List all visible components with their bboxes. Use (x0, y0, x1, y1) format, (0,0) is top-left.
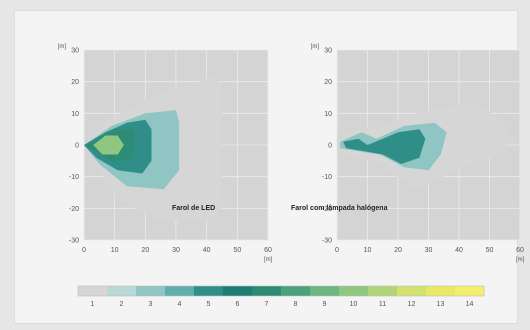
x-tick-label: 50 (486, 247, 494, 254)
colorbar-segment (310, 286, 340, 296)
colorbar-segment (165, 286, 195, 296)
y-tick-label: -10 (322, 174, 332, 181)
colorbar-tick-label: 6 (236, 301, 240, 308)
x-tick-label: 10 (111, 247, 119, 254)
x-tick-label: 0 (335, 247, 339, 254)
colorbar-tick-label: 9 (323, 301, 327, 308)
y-tick-label: 20 (324, 79, 332, 86)
y-tick-label: -10 (69, 174, 79, 181)
colorbar-segment (368, 286, 398, 296)
x-tick-label: 50 (233, 247, 241, 254)
colorbar-tick-label: 10 (350, 301, 358, 308)
x-tick-label: 10 (364, 247, 372, 254)
colorbar-segment (252, 286, 282, 296)
x-tick-label: 30 (425, 247, 433, 254)
x-tick-label: 40 (455, 247, 463, 254)
y-tick-label: 10 (324, 111, 332, 118)
y-tick-label: -20 (69, 206, 79, 213)
colorbar-tick-label: 8 (294, 301, 298, 308)
contour-level-10 (93, 135, 124, 155)
colorbar-tick-label: 7 (265, 301, 269, 308)
x-tick-label: 20 (141, 247, 149, 254)
contour-level-5 (343, 129, 426, 164)
y-tick-label: 0 (328, 143, 332, 150)
x-tick-label: 40 (203, 247, 211, 254)
y-tick-label: -20 (322, 206, 332, 213)
colorbar-tick-label: 14 (466, 301, 474, 308)
colorbar-frame (77, 285, 485, 297)
colorbar-segment (426, 286, 456, 296)
chart-title: Farol com lâmpada halógena (291, 205, 388, 212)
colorbar-tick-label: 12 (408, 301, 416, 308)
y-unit-label: [m] (311, 44, 320, 50)
y-tick-label: 10 (71, 111, 79, 118)
y-tick-label: 30 (71, 48, 79, 55)
y-tick-label: -30 (322, 238, 332, 245)
x-tick-label: 30 (172, 247, 180, 254)
chart-title: Farol de LED (172, 205, 215, 212)
colorbar-segment (194, 286, 224, 296)
y-tick-label: 20 (71, 79, 79, 86)
x-tick-label: 0 (82, 247, 86, 254)
colorbar-segment (78, 286, 108, 296)
colorbar-segment (136, 286, 166, 296)
colorbar-tick-label: 1 (91, 301, 95, 308)
colorbar-segment (223, 286, 253, 296)
colorbar-segment (339, 286, 369, 296)
colorbar-tick-label: 4 (178, 301, 182, 308)
x-tick-label: 60 (264, 247, 272, 254)
colorbar-tick-label: 13 (437, 301, 445, 308)
colorbar-segment (397, 286, 427, 296)
y-tick-label: 30 (324, 48, 332, 55)
colorbar-segment (455, 286, 485, 296)
y-tick-label: -30 (69, 238, 79, 245)
x-unit-label: [m] (516, 257, 525, 263)
colorbar-tick-label: 3 (149, 301, 153, 308)
colorbar-tick-label: 5 (207, 301, 211, 308)
y-unit-label: [m] (58, 44, 67, 50)
colorbar-tick-label: 11 (379, 301, 386, 308)
x-tick-label: 60 (516, 247, 524, 254)
x-tick-label: 20 (394, 247, 402, 254)
y-tick-label: 0 (75, 143, 79, 150)
colorbar-segment (107, 286, 137, 296)
x-unit-label: [m] (264, 257, 273, 263)
colorbar-tick-label: 2 (120, 301, 124, 308)
colorbar-segment (281, 286, 311, 296)
